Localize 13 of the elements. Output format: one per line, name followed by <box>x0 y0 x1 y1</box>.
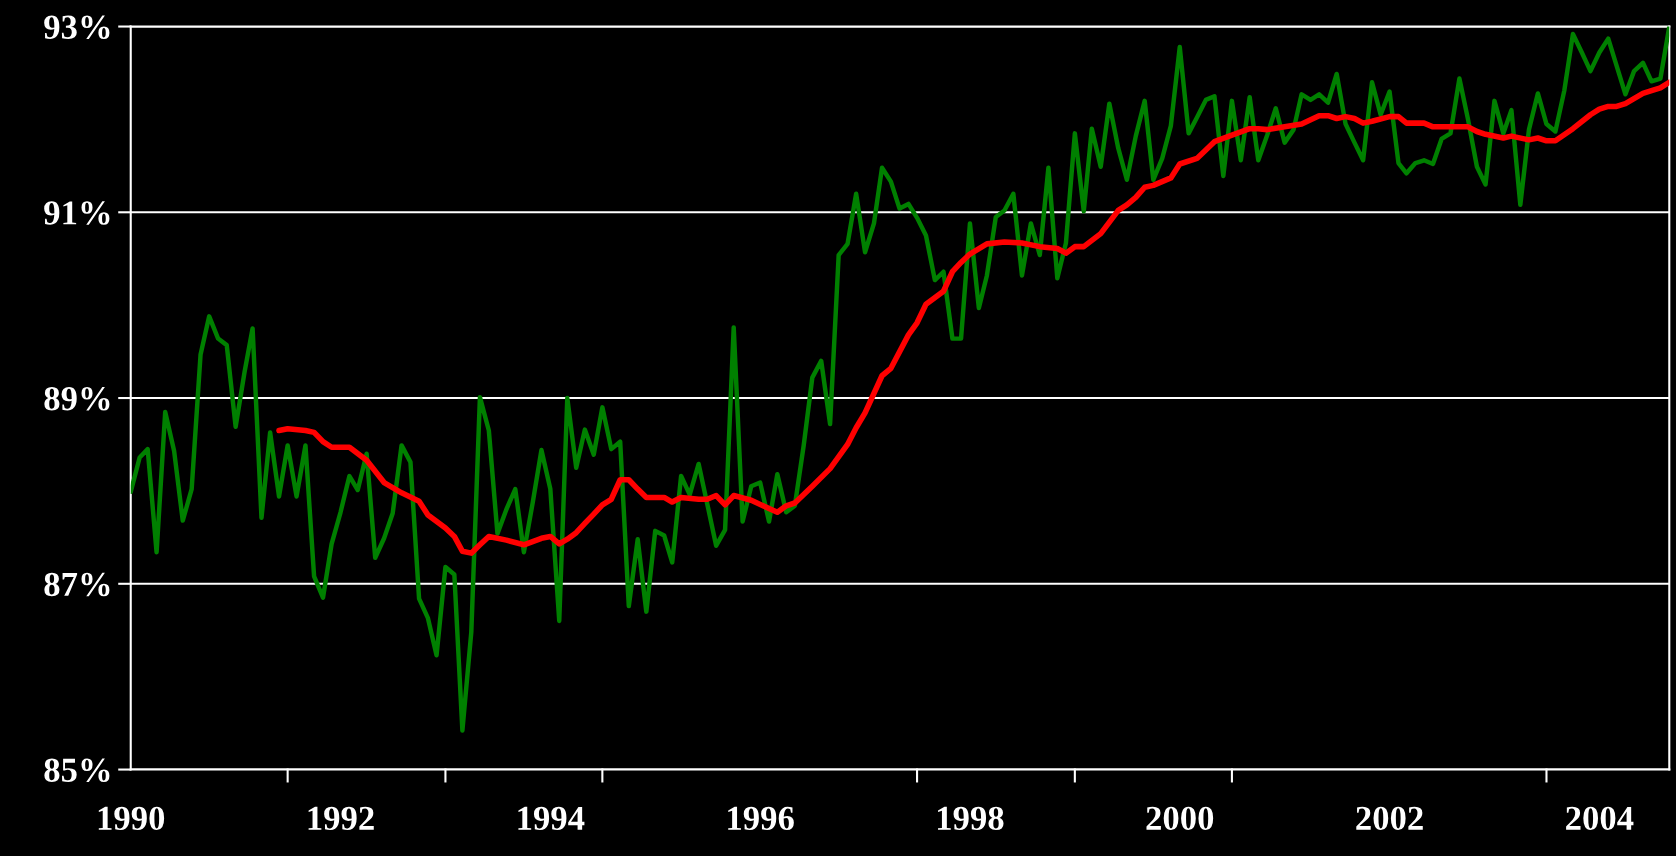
x-tick-label: 1996 <box>728 806 794 831</box>
x-tick-label: 2004 <box>1566 806 1634 831</box>
x-tick-label: 1992 <box>308 806 374 831</box>
x-tick-label: 1998 <box>938 806 1004 831</box>
y-tick-label: 93% <box>44 15 110 40</box>
y-tick-label: 85% <box>44 758 110 783</box>
y-tick-label: 87% <box>44 572 110 597</box>
y-tick-label: 89% <box>44 387 110 411</box>
x-tick-label: 2002 <box>1356 806 1423 831</box>
x-tick-label: 1994 <box>518 806 585 831</box>
x-tick-label: 2000 <box>1146 806 1214 831</box>
x-tick-label: 1990 <box>98 806 165 831</box>
y-tick-label: 91% <box>44 201 110 225</box>
